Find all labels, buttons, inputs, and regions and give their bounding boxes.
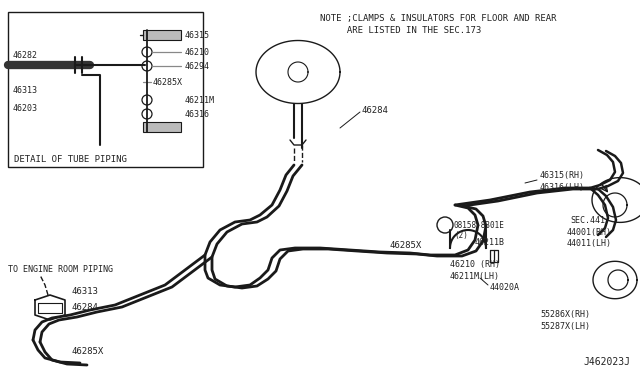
Text: 44001(RH): 44001(RH) <box>567 228 612 237</box>
Text: 46211M: 46211M <box>185 96 215 105</box>
Text: 46315(RH): 46315(RH) <box>540 170 585 180</box>
Text: 46285X: 46285X <box>72 347 104 356</box>
Text: 46313: 46313 <box>13 86 38 94</box>
Bar <box>143 122 181 132</box>
Text: 44011(LH): 44011(LH) <box>567 238 612 247</box>
Text: 46210: 46210 <box>185 48 210 57</box>
Text: 55286X(RH): 55286X(RH) <box>540 311 590 320</box>
Bar <box>8 12 203 167</box>
Text: 46284: 46284 <box>362 106 389 115</box>
Text: 46211B: 46211B <box>475 237 505 247</box>
Text: 46203: 46203 <box>13 103 38 112</box>
Text: 46210 (RH): 46210 (RH) <box>450 260 500 269</box>
Text: 46282: 46282 <box>13 51 38 60</box>
Text: DETAIL OF TUBE PIPING: DETAIL OF TUBE PIPING <box>14 154 127 164</box>
Text: 44020A: 44020A <box>490 283 520 292</box>
Text: 46315: 46315 <box>185 31 210 39</box>
Text: ARE LISTED IN THE SEC.173: ARE LISTED IN THE SEC.173 <box>320 26 481 35</box>
Text: 46316: 46316 <box>185 109 210 119</box>
Text: (2): (2) <box>454 231 468 240</box>
Text: 46284: 46284 <box>72 304 99 312</box>
Text: 08158-8301E: 08158-8301E <box>454 221 505 230</box>
Text: 46285X: 46285X <box>153 77 183 87</box>
Text: J462023J: J462023J <box>583 357 630 367</box>
Text: NOTE ;CLAMPS & INSULATORS FOR FLOOR AND REAR: NOTE ;CLAMPS & INSULATORS FOR FLOOR AND … <box>320 13 557 22</box>
Text: 46316(LH): 46316(LH) <box>540 183 585 192</box>
Bar <box>143 30 181 40</box>
Text: 46294: 46294 <box>185 61 210 71</box>
Text: 46313: 46313 <box>72 288 99 296</box>
Text: 55287X(LH): 55287X(LH) <box>540 321 590 330</box>
Text: TO ENGINE ROOM PIPING: TO ENGINE ROOM PIPING <box>8 266 113 275</box>
Text: 46211M(LH): 46211M(LH) <box>450 272 500 280</box>
Text: 46285X: 46285X <box>390 241 422 250</box>
Text: SEC.441: SEC.441 <box>570 215 605 224</box>
